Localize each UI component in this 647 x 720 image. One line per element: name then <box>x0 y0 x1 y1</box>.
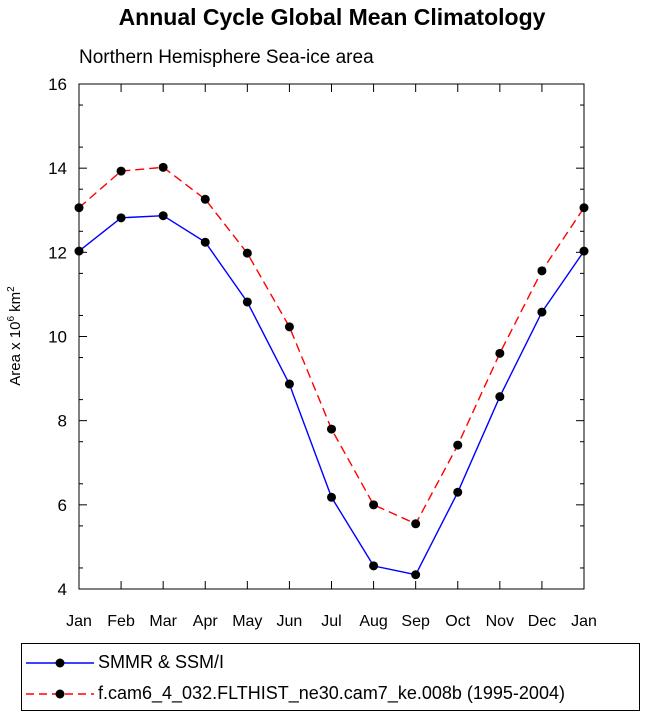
y-axis: 4 6 8 10 12 14 16 <box>48 75 584 599</box>
series-0-point <box>453 487 463 497</box>
series-0-point <box>200 237 210 247</box>
y-axis-label-exponent-1: 6 <box>6 316 17 322</box>
series-1-point <box>537 266 547 276</box>
x-tick-label: Mar <box>149 613 177 630</box>
x-tick-label: Oct <box>445 613 470 630</box>
series-0-point <box>158 211 168 221</box>
series-1-point <box>74 203 84 213</box>
x-tick-label: Jan <box>571 613 597 630</box>
x-tick-label: May <box>232 613 262 630</box>
series-0-point <box>369 561 379 571</box>
x-tick-label: Apr <box>193 613 219 630</box>
series-line-1 <box>78 166 585 525</box>
series-0-point <box>537 307 547 317</box>
y-tick-label: 4 <box>58 580 67 599</box>
chart-subtitle: Northern Hemisphere Sea-ice area <box>79 47 374 68</box>
series-0-point <box>495 392 505 402</box>
x-tick-label: Dec <box>528 613 556 630</box>
x-tick-label: Jun <box>277 613 303 630</box>
legend: SMMR & SSM/I f.cam6_4_032.FLTHIST_ne30.c… <box>21 643 640 711</box>
series-1-point <box>495 348 505 358</box>
minor-ticks <box>79 104 584 569</box>
y-tick-label: 6 <box>58 496 67 515</box>
y-tick-label: 8 <box>58 412 67 431</box>
series-1-point <box>116 166 126 176</box>
series-1-point <box>242 248 252 258</box>
y-axis-label-exponent-2: 2 <box>6 286 17 292</box>
series-0-point <box>242 297 252 307</box>
chart-title: Annual Cycle Global Mean Climatology <box>119 4 546 30</box>
series-1-point <box>327 424 336 434</box>
y-axis-label-unit: km <box>7 292 24 316</box>
legend-label-smmr: SMMR & SSM/I <box>98 652 225 672</box>
series-1-point <box>158 162 168 172</box>
y-axis-label-prefix: Area x 10 <box>7 322 24 386</box>
y-tick-label: 14 <box>48 159 67 178</box>
y-tick-label: 16 <box>48 75 67 94</box>
series-0-point <box>284 379 294 389</box>
sea-ice-line-chart: Annual Cycle Global Mean Climatology Nor… <box>6 4 597 630</box>
series-0-point <box>579 246 589 256</box>
x-tick-label: Feb <box>107 613 135 630</box>
y-axis-label: Area x 106 km2 <box>6 286 24 386</box>
series-1-point <box>411 519 421 529</box>
legend-line-blue-icon <box>26 658 94 668</box>
series-group <box>74 162 589 580</box>
series-0-point <box>74 246 84 256</box>
series-0-point <box>116 213 126 223</box>
x-axis: Jan Feb Mar Apr May Jun Jul Aug Sep Oct Nov Dec Jan <box>66 84 597 630</box>
x-tick-label: Sep <box>401 613 430 630</box>
x-tick-label: Jan <box>66 613 92 630</box>
x-tick-label: Nov <box>486 613 514 630</box>
series-1-point <box>369 500 379 510</box>
legend-item-smmr: SMMR & SSM/I <box>22 650 639 676</box>
series-0-point <box>411 570 421 580</box>
legend-label-model: f.cam6_4_032.FLTHIST_ne30.cam7_ke.008b (… <box>98 683 565 703</box>
y-tick-label: 10 <box>48 328 67 347</box>
series-0-point <box>327 492 336 502</box>
x-tick-label: Aug <box>359 613 387 630</box>
y-tick-label: 12 <box>48 243 67 262</box>
x-tick-label: Jul <box>321 613 341 630</box>
series-1-point <box>453 440 463 450</box>
legend-item-model: f.cam6_4_032.FLTHIST_ne30.cam7_ke.008b (… <box>22 681 639 707</box>
series-1-point <box>200 194 210 204</box>
series-line-0 <box>78 214 585 576</box>
series-1-point <box>579 203 589 213</box>
legend-line-red-dashed-icon <box>26 689 94 699</box>
series-1-point <box>284 322 294 332</box>
